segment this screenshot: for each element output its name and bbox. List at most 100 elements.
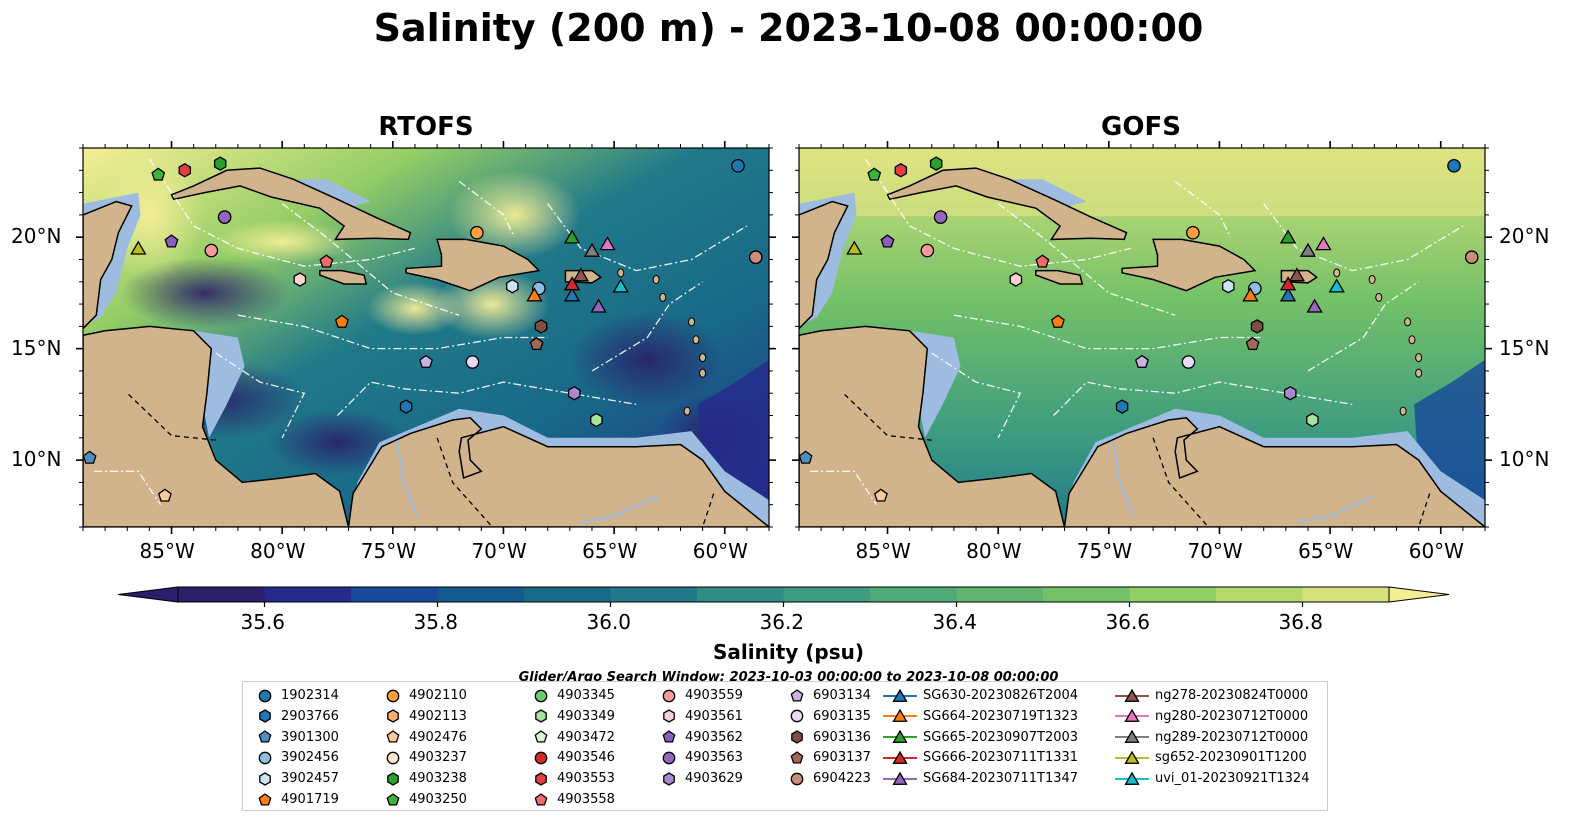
platform-marker <box>873 488 888 502</box>
legend-pentagon-icon <box>258 792 272 806</box>
boundary-line <box>1307 281 1419 372</box>
country-border <box>436 437 493 527</box>
platform-marker <box>1222 278 1235 294</box>
country-border <box>1417 493 1431 527</box>
legend-item: 4903472 <box>531 727 615 748</box>
platform-marker <box>1181 355 1196 369</box>
lon-tick-label: 75°W <box>360 539 417 563</box>
platform-marker <box>1186 225 1200 240</box>
legend-label: 4902476 <box>409 729 467 745</box>
legend-marker <box>892 750 908 764</box>
legend-marker <box>534 689 548 702</box>
platform-marker <box>748 250 763 265</box>
legend-hexagon-icon <box>259 771 271 786</box>
platform-marker <box>319 254 334 268</box>
platform-marker <box>217 210 232 224</box>
legend-item: uvi_01-20230921T1324 <box>1115 768 1309 789</box>
platform-marker <box>1250 319 1264 334</box>
platform-marker <box>399 399 413 414</box>
platform-marker <box>470 225 484 240</box>
platform-marker <box>846 240 863 255</box>
legend-marker <box>259 709 271 724</box>
platform-marker <box>1464 250 1479 265</box>
colorbar-tick-label: 36.8 <box>1278 610 1324 634</box>
land-mass <box>1035 269 1084 285</box>
legend-marker <box>386 689 400 702</box>
legend-label: 3902457 <box>281 771 339 787</box>
country-border <box>1152 437 1209 527</box>
legend-triangle-icon <box>1115 688 1149 702</box>
land-mass <box>347 417 769 527</box>
legend-marker <box>1124 750 1140 764</box>
lon-tick-label: 60°W <box>1408 539 1464 563</box>
legend-marker <box>663 771 675 786</box>
platform-marker <box>1315 236 1332 251</box>
colorbar-tick-label: 36.0 <box>586 610 632 634</box>
legend-label: 4903561 <box>685 708 743 724</box>
legend-item: SG630-20230826T2004 <box>883 685 1078 706</box>
colorbar-tick-label: 36.4 <box>932 610 978 634</box>
legend-item: 4903345 <box>531 685 615 706</box>
platform-marker <box>1279 287 1297 302</box>
legend-marker <box>535 771 547 786</box>
legend-triangle-icon <box>883 750 917 764</box>
boundary-line <box>458 180 516 238</box>
platform-marker <box>419 354 433 368</box>
boundary-line <box>931 352 1022 439</box>
legend-label: 6903135 <box>813 708 871 724</box>
river <box>1296 494 1375 524</box>
legend-circle-icon <box>534 751 548 765</box>
land-mass <box>799 325 1066 527</box>
legend-label: 4903250 <box>409 792 467 807</box>
platform-marker <box>799 450 813 464</box>
lat-tick-label: 10°N <box>11 447 62 472</box>
legend-marker <box>662 689 676 702</box>
colorbar-segment <box>524 587 611 602</box>
platform-marker <box>1135 354 1149 368</box>
legend-circle-icon <box>790 709 804 723</box>
country-border <box>126 392 216 441</box>
legend-marker <box>387 771 399 786</box>
platform-marker <box>599 236 616 251</box>
lon-tick-label: 75°W <box>1076 539 1133 563</box>
map-figure <box>76 141 1492 607</box>
platform-marker <box>529 336 544 351</box>
lon-tick-label: 70°W <box>1187 539 1243 563</box>
legend-marker <box>1124 688 1140 702</box>
legend-triangle-icon <box>883 708 917 723</box>
platform-marker <box>293 272 307 287</box>
legend-label: 4903562 <box>685 729 743 745</box>
platform-marker <box>526 287 543 302</box>
shelf-area <box>909 330 961 438</box>
river <box>396 442 419 517</box>
legend-hexagon-icon <box>791 730 803 744</box>
legend-item: 4903561 <box>659 706 743 727</box>
land-mass <box>83 200 133 330</box>
legend-item: 4903553 <box>531 768 615 789</box>
legend-pentagon-icon <box>258 730 272 743</box>
legend-marker <box>790 709 804 723</box>
legend-label: 2903766 <box>281 708 339 724</box>
legend-label: SG665-20230907T2003 <box>923 729 1079 745</box>
legend-item: SG665-20230907T2003 <box>883 727 1078 748</box>
land-mass <box>83 325 350 527</box>
legend-circle-icon <box>258 689 272 702</box>
boundary-line <box>997 203 1176 316</box>
legend-marker <box>892 688 908 702</box>
platform-marker <box>213 156 227 171</box>
legend-item: 4903349 <box>531 706 615 727</box>
land-mass <box>405 238 541 292</box>
platform-marker <box>590 298 607 313</box>
platform-marker <box>731 159 745 173</box>
platform-marker <box>1283 385 1297 401</box>
legend-triangle-icon <box>1115 771 1149 785</box>
river <box>580 494 659 524</box>
lon-tick-label: 80°W <box>966 539 1022 563</box>
land-mass <box>319 269 368 285</box>
legend-hexagon-icon <box>535 709 547 724</box>
legend-item: 4903629 <box>659 768 743 789</box>
legend-marker <box>259 771 271 786</box>
legend-item: 4901719 <box>255 789 339 810</box>
legend-marker <box>1124 708 1140 723</box>
platform-marker <box>157 488 172 502</box>
